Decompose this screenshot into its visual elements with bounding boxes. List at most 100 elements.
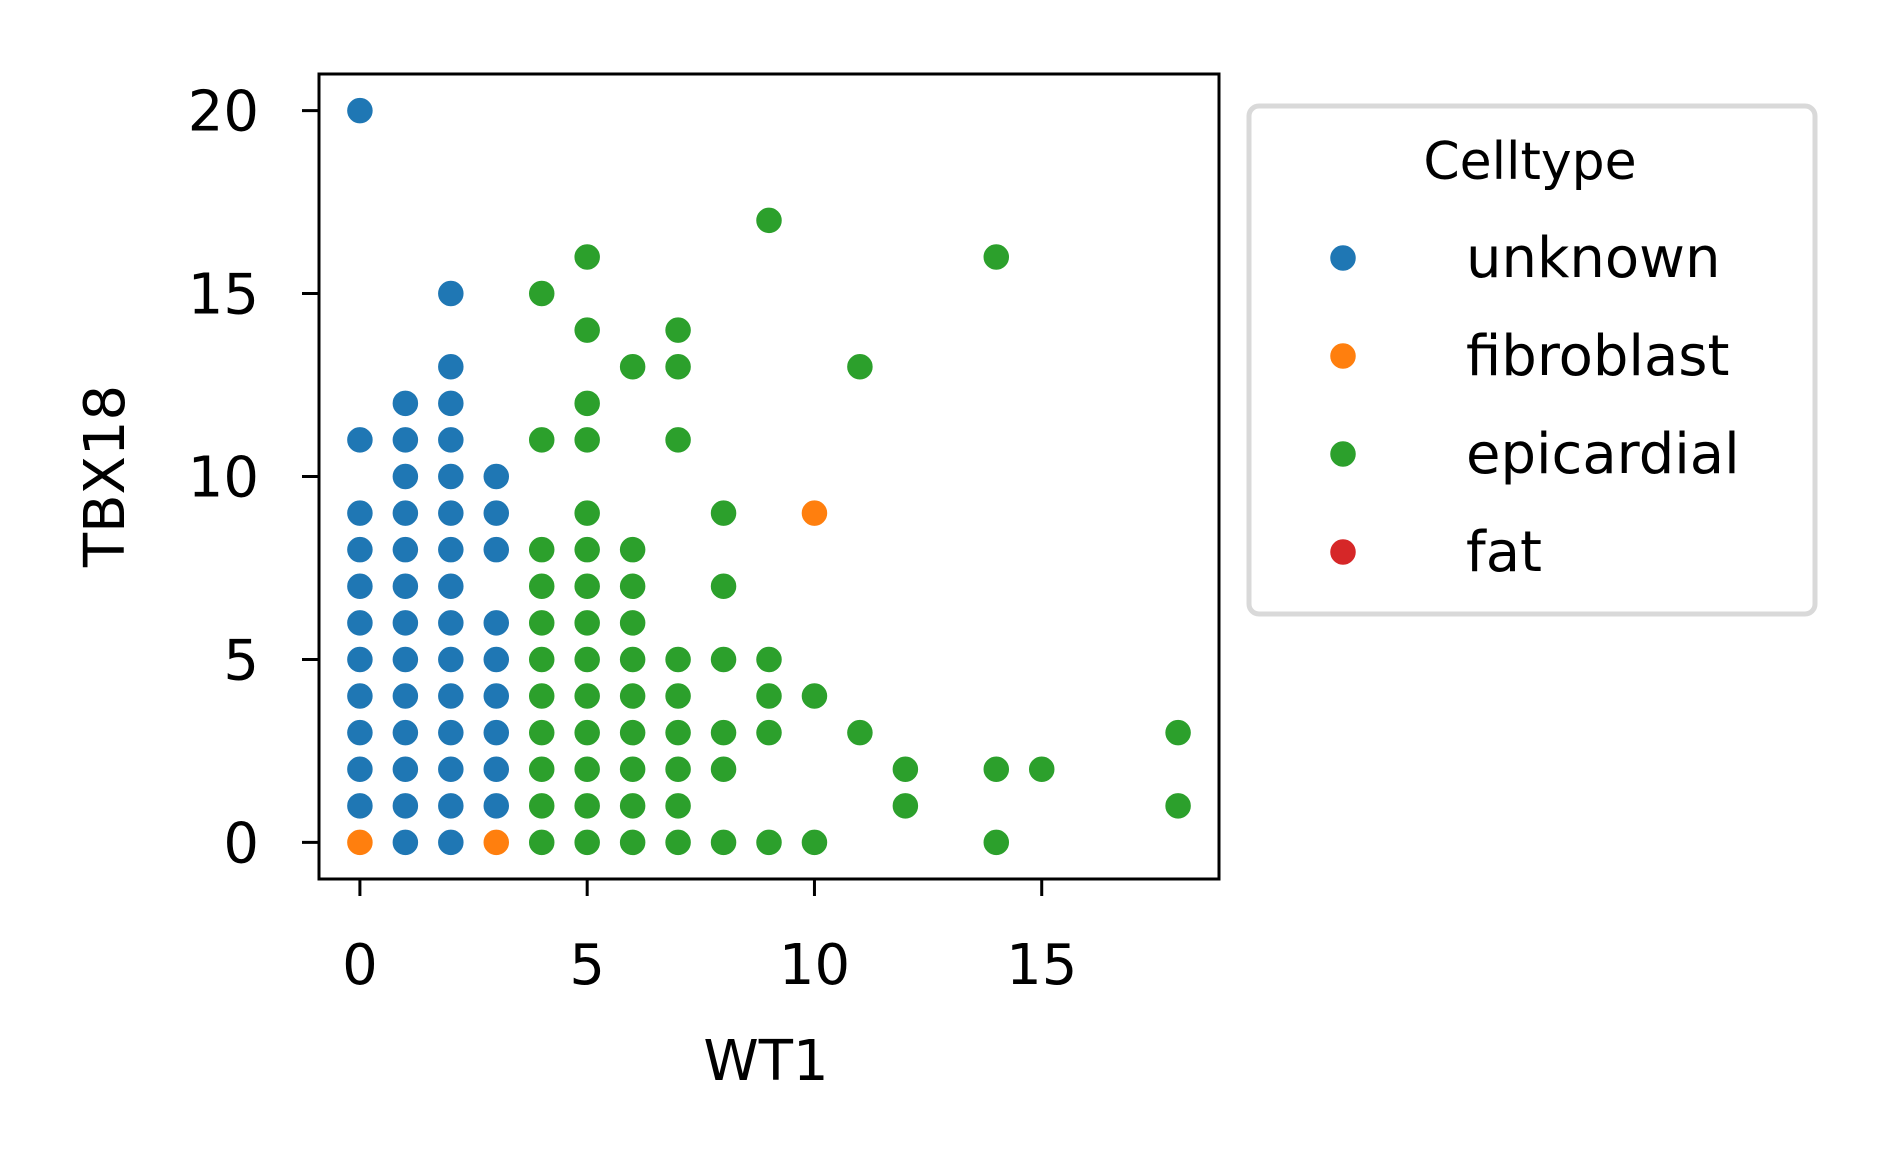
data-point-epicardial — [708, 717, 739, 748]
data-point-unknown — [481, 644, 512, 675]
data-point-epicardial — [617, 534, 648, 565]
data-point-epicardial — [981, 241, 1012, 273]
data-point-epicardial — [571, 607, 603, 639]
y-tick-label: 10 — [188, 446, 259, 511]
data-point-unknown — [481, 461, 512, 492]
data-point-unknown — [390, 534, 421, 565]
data-point-unknown — [390, 607, 421, 639]
data-point-unknown — [435, 790, 467, 822]
data-point-epicardial — [662, 753, 694, 785]
data-point-epicardial — [571, 790, 603, 822]
data-point-unknown — [435, 644, 467, 675]
data-point-epicardial — [890, 753, 921, 785]
x-tick-label: 10 — [779, 933, 850, 998]
data-point-epicardial — [1026, 753, 1057, 785]
data-point-epicardial — [753, 680, 785, 712]
data-point-epicardial — [981, 753, 1012, 785]
data-point-epicardial — [662, 351, 694, 382]
legend-label-fat: fat — [1466, 520, 1542, 585]
y-axis-label: TBX18 — [73, 385, 138, 568]
data-point-unknown — [390, 497, 421, 529]
data-point-unknown — [435, 388, 467, 419]
y-tick-label: 0 — [223, 811, 259, 876]
data-point-fibroblast — [344, 827, 376, 858]
x-tick-label: 0 — [342, 933, 378, 998]
data-point-unknown — [481, 534, 512, 565]
data-point-epicardial — [571, 717, 603, 748]
data-point-unknown — [390, 424, 421, 456]
data-point-unknown — [344, 424, 376, 456]
data-point-unknown — [481, 753, 512, 785]
data-point-unknown — [435, 278, 467, 309]
data-point-epicardial — [844, 717, 876, 748]
data-point-epicardial — [617, 351, 648, 382]
data-point-epicardial — [571, 497, 603, 529]
data-point-epicardial — [526, 753, 557, 785]
data-point-epicardial — [662, 424, 694, 456]
data-point-epicardial — [571, 534, 603, 565]
data-point-epicardial — [708, 571, 739, 602]
data-point-epicardial — [753, 644, 785, 675]
legend-frame — [1246, 103, 1818, 617]
data-point-epicardial — [526, 424, 557, 456]
data-point-epicardial — [799, 827, 830, 858]
data-point-unknown — [390, 644, 421, 675]
y-axis-ticks: 0 5 10 15 20 — [188, 80, 319, 876]
data-point-unknown — [481, 680, 512, 712]
data-point-epicardial — [526, 680, 557, 712]
data-point-epicardial — [571, 680, 603, 712]
y-tick-label: 20 — [188, 80, 259, 145]
legend-label-fibroblast: fibroblast — [1466, 324, 1729, 389]
data-point-epicardial — [617, 717, 648, 748]
legend-items: unknown fibroblast epicardial fat — [1327, 226, 1740, 585]
data-point-unknown — [435, 497, 467, 529]
data-point-epicardial — [526, 607, 557, 639]
data-point-epicardial — [708, 644, 739, 675]
data-point-fibroblast — [799, 497, 830, 529]
legend-label-epicardial: epicardial — [1466, 422, 1740, 487]
legend-marker-unknown — [1327, 242, 1359, 274]
data-point-unknown — [390, 571, 421, 602]
data-point-epicardial — [571, 314, 603, 346]
data-point-unknown — [344, 571, 376, 602]
data-point-unknown — [435, 424, 467, 456]
data-point-epicardial — [708, 497, 739, 529]
data-point-epicardial — [617, 607, 648, 639]
data-point-unknown — [390, 827, 421, 858]
data-point-epicardial — [662, 717, 694, 748]
data-point-unknown — [390, 717, 421, 748]
data-point-unknown — [435, 571, 467, 602]
data-point-unknown — [481, 790, 512, 822]
data-point-epicardial — [617, 571, 648, 602]
plot-points — [344, 95, 1194, 858]
x-tick-label: 15 — [1006, 933, 1077, 998]
data-point-unknown — [390, 753, 421, 785]
data-point-epicardial — [526, 571, 557, 602]
data-point-epicardial — [617, 827, 648, 858]
data-point-unknown — [390, 461, 421, 492]
data-point-unknown — [435, 461, 467, 492]
legend-label-unknown: unknown — [1466, 226, 1720, 291]
data-point-epicardial — [617, 644, 648, 675]
data-point-unknown — [390, 680, 421, 712]
data-point-unknown — [344, 790, 376, 822]
data-point-unknown — [435, 827, 467, 858]
data-point-epicardial — [753, 827, 785, 858]
data-point-unknown — [435, 607, 467, 639]
data-point-unknown — [344, 607, 376, 639]
data-point-epicardial — [708, 753, 739, 785]
data-point-epicardial — [753, 717, 785, 748]
data-point-epicardial — [571, 241, 603, 273]
data-point-unknown — [435, 351, 467, 382]
data-point-unknown — [344, 717, 376, 748]
data-point-epicardial — [799, 680, 830, 712]
data-point-epicardial — [526, 790, 557, 822]
data-point-epicardial — [571, 424, 603, 456]
y-tick-label: 15 — [188, 263, 259, 328]
data-point-unknown — [481, 497, 512, 529]
data-point-unknown — [390, 388, 421, 419]
data-point-unknown — [481, 717, 512, 748]
data-point-unknown — [390, 790, 421, 822]
data-point-unknown — [435, 680, 467, 712]
